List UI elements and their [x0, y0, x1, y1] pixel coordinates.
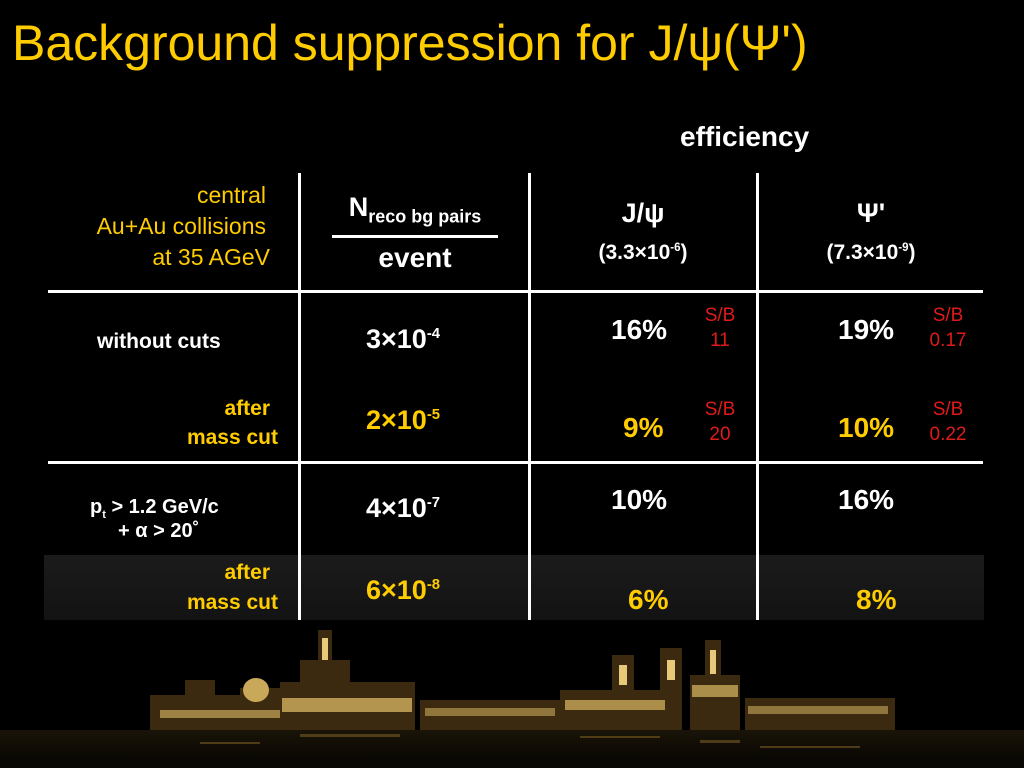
- table-divider-horizontal-1: [48, 290, 983, 293]
- row1-psi-efficiency: 19%: [838, 314, 895, 345]
- row3-jpsi-efficiency: 10%: [611, 484, 668, 515]
- jpsi-branching: (3.3×10-6): [530, 241, 756, 265]
- city-skyline-image: [0, 620, 1024, 768]
- fraction-numerator: Nreco bg pairs: [330, 192, 500, 227]
- row2-psi-efficiency: 10%: [838, 412, 895, 443]
- row3-psi-efficiency: 16%: [838, 484, 895, 515]
- row4-psi-efficiency: 8%: [856, 584, 897, 615]
- row2-label-line2: mass cut: [186, 426, 278, 449]
- fraction-numerator-main: N: [348, 192, 369, 222]
- psiprime-name: Ψ': [856, 198, 886, 228]
- row1-bg-exp: -4: [426, 326, 441, 342]
- psi-value-suffix: ): [908, 241, 916, 264]
- row1-jpsi-efficiency: 16%: [611, 314, 668, 345]
- psi-value-prefix: (7.3×10: [826, 241, 899, 264]
- jpsi-value-prefix: (3.3×10: [598, 241, 671, 264]
- row1-jpsi-sb: S/B 11: [695, 303, 745, 353]
- row4-label-line2: mass cut: [186, 591, 278, 614]
- jpsi-value-exp: -6: [670, 242, 681, 254]
- row-label-without-cuts: without cuts: [97, 330, 221, 353]
- row1-bg-base: 3×10: [366, 324, 427, 354]
- row1-bg-value: 3×10-4: [366, 324, 440, 355]
- condition-line-1: central: [196, 182, 266, 208]
- psi-value-exp: -9: [898, 242, 909, 254]
- condition-line-3: at 35 AGeV: [152, 244, 270, 270]
- psiprime-branching: (7.3×10-9): [758, 241, 984, 265]
- efficiency-label: efficiency: [680, 121, 810, 152]
- row4-label-line1: after: [224, 561, 270, 584]
- slide-title: Background suppression for J/ψ(Ψ'): [12, 15, 808, 71]
- row2-jpsi-sb-value: 20: [709, 424, 731, 445]
- condition-line-2: Au+Au collisions: [96, 213, 266, 239]
- row1-jpsi-sb-label: S/B: [704, 305, 736, 326]
- fraction-bar: [332, 235, 498, 238]
- row3-bg-exp: -7: [426, 495, 441, 511]
- row2-psi-sb: S/B 0.22: [918, 397, 978, 447]
- row2-jpsi-efficiency: 9%: [623, 412, 664, 443]
- fraction-numerator-sub: reco bg pairs: [368, 206, 482, 227]
- table-divider-vertical-2: [528, 173, 531, 633]
- row3-label-rest: > 1.2 GeV/c: [105, 496, 219, 518]
- row4-jpsi-efficiency: 6%: [628, 584, 669, 615]
- table-divider-vertical-1: [298, 173, 301, 633]
- row3-label-p-sub: t: [102, 509, 106, 521]
- fraction-denominator: event: [378, 242, 452, 273]
- row4-bg-value: 6×10-8: [366, 575, 440, 606]
- row2-psi-sb-label: S/B: [932, 399, 964, 420]
- table-divider-vertical-3: [756, 173, 759, 633]
- row2-bg-base: 2×10: [366, 405, 427, 435]
- row3-label-line2: + α > 20˚: [118, 520, 200, 542]
- row2-label: after mass cut: [187, 394, 278, 452]
- row3-label-line1: pt > 1.2 GeV/c: [90, 495, 219, 521]
- table-divider-horizontal-2: [48, 461, 983, 464]
- row2-psi-sb-value: 0.22: [929, 424, 967, 445]
- row3-bg-value: 4×10-7: [366, 493, 440, 524]
- header-psiprime: Ψ' (7.3×10-9): [758, 198, 984, 265]
- header-jpsi: J/ψ (3.3×10-6): [530, 198, 756, 265]
- header-bg-fraction: Nreco bg pairs event: [330, 192, 500, 274]
- row1-psi-sb: S/B 0.17: [918, 303, 978, 353]
- row4-bg-base: 6×10: [366, 575, 427, 605]
- row3-label: pt > 1.2 GeV/c + α > 20˚: [90, 495, 219, 543]
- row2-label-line1: after: [224, 397, 270, 420]
- jpsi-value-suffix: ): [680, 241, 688, 264]
- row1-jpsi-sb-value: 11: [710, 330, 730, 351]
- row2-bg-exp: -5: [426, 407, 441, 423]
- row1-psi-sb-label: S/B: [932, 305, 964, 326]
- row3-bg-base: 4×10: [366, 493, 427, 523]
- row2-jpsi-sb-label: S/B: [704, 399, 736, 420]
- row1-psi-sb-value: 0.17: [929, 330, 967, 351]
- row3-label-p: p: [90, 496, 103, 518]
- header-conditions: central Au+Au collisions at 35 AGeV: [97, 180, 270, 273]
- row4-label: after mass cut: [187, 558, 278, 618]
- row2-bg-value: 2×10-5: [366, 405, 440, 436]
- row2-jpsi-sb: S/B 20: [695, 397, 745, 447]
- row4-bg-exp: -8: [426, 577, 441, 593]
- jpsi-name: J/ψ: [621, 198, 665, 228]
